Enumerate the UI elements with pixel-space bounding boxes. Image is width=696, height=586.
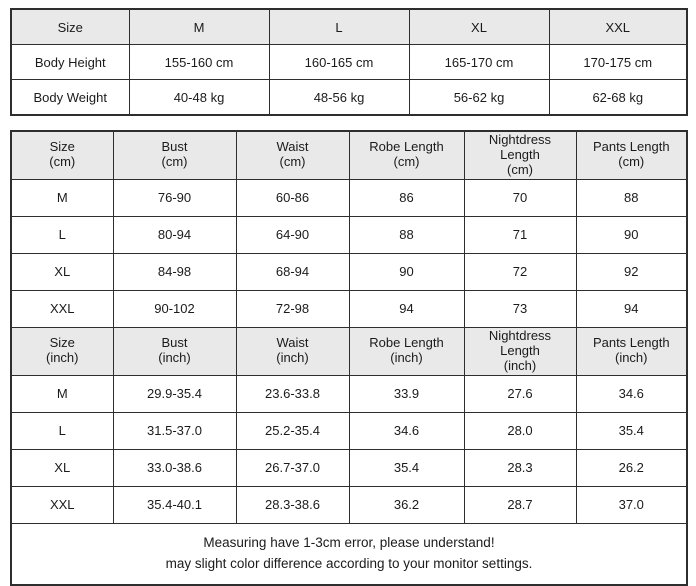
- row-label: M: [10, 374, 114, 413]
- cell: 34.6: [348, 411, 465, 450]
- cell: 36.2: [348, 485, 465, 524]
- column-header-waist-inch: Waist (inch): [235, 326, 350, 376]
- column-header-m: M: [128, 8, 270, 45]
- table-row-l-cm: L 80-94 64-90 88 71 90: [10, 215, 688, 254]
- table-row-m-cm: M 76-90 60-86 86 70 88: [10, 178, 688, 217]
- cell: 68-94: [235, 252, 350, 291]
- cell: 86: [348, 178, 465, 217]
- row-label: XXL: [10, 485, 114, 524]
- cm-header-row: Size (cm) Bust (cm) Waist (cm) Robe Leng…: [10, 130, 688, 180]
- cell: 35.4-40.1: [112, 485, 237, 524]
- cell: 40-48 kg: [128, 79, 270, 116]
- cell: 72-98: [235, 289, 350, 328]
- column-header-size-cm: Size (cm): [10, 130, 114, 180]
- note-row: Measuring have 1-3cm error, please under…: [10, 522, 688, 586]
- cell: 76-90: [112, 178, 237, 217]
- cell: 155-160 cm: [128, 44, 270, 80]
- column-header-xxl: XXL: [548, 8, 688, 45]
- note-line-1: Measuring have 1-3cm error, please under…: [203, 534, 495, 550]
- cell: 88: [575, 178, 688, 217]
- column-header-l: L: [268, 8, 410, 45]
- cell: 28.7: [463, 485, 577, 524]
- cell: 165-170 cm: [408, 44, 550, 80]
- cell: 56-62 kg: [408, 79, 550, 116]
- measuring-note: Measuring have 1-3cm error, please under…: [10, 522, 688, 586]
- cell: 26.2: [575, 448, 688, 487]
- table-row-body-height: Body Height 155-160 cm 160-165 cm 165-17…: [10, 44, 688, 80]
- column-header-bust-cm: Bust (cm): [112, 130, 237, 180]
- cell: 31.5-37.0: [112, 411, 237, 450]
- row-label: Body Height: [10, 44, 130, 80]
- cell: 37.0: [575, 485, 688, 524]
- cell: 26.7-37.0: [235, 448, 350, 487]
- table-row-l-inch: L 31.5-37.0 25.2-35.4 34.6 28.0 35.4: [10, 411, 688, 450]
- table-row-xxl-inch: XXL 35.4-40.1 28.3-38.6 36.2 28.7 37.0: [10, 485, 688, 524]
- cell: 90-102: [112, 289, 237, 328]
- garment-size-table: Size (cm) Bust (cm) Waist (cm) Robe Leng…: [10, 130, 688, 586]
- cell: 94: [575, 289, 688, 328]
- cell: 70: [463, 178, 577, 217]
- cell: 72: [463, 252, 577, 291]
- cell: 48-56 kg: [268, 79, 410, 116]
- column-header-robe-length-cm: Robe Length (cm): [348, 130, 465, 180]
- column-header-bust-inch: Bust (inch): [112, 326, 237, 376]
- cell: 84-98: [112, 252, 237, 291]
- table-row-xl-cm: XL 84-98 68-94 90 72 92: [10, 252, 688, 291]
- column-header-size-inch: Size (inch): [10, 326, 114, 376]
- cell: 80-94: [112, 215, 237, 254]
- cell: 29.9-35.4: [112, 374, 237, 413]
- inch-header-row: Size (inch) Bust (inch) Waist (inch) Rob…: [10, 326, 688, 376]
- row-label: XXL: [10, 289, 114, 328]
- column-header-pants-length-cm: Pants Length (cm): [575, 130, 688, 180]
- cell: 170-175 cm: [548, 44, 688, 80]
- cell: 62-68 kg: [548, 79, 688, 116]
- body-size-header-row: Size M L XL XXL: [10, 8, 688, 45]
- table-row-m-inch: M 29.9-35.4 23.6-33.8 33.9 27.6 34.6: [10, 374, 688, 413]
- row-label: XL: [10, 252, 114, 291]
- column-header-waist-cm: Waist (cm): [235, 130, 350, 180]
- cell: 71: [463, 215, 577, 254]
- cell: 25.2-35.4: [235, 411, 350, 450]
- column-header-robe-length-inch: Robe Length (inch): [348, 326, 465, 376]
- cell: 90: [575, 215, 688, 254]
- cell: 28.0: [463, 411, 577, 450]
- column-header-xl: XL: [408, 8, 550, 45]
- cell: 73: [463, 289, 577, 328]
- row-label: Body Weight: [10, 79, 130, 116]
- cell: 64-90: [235, 215, 350, 254]
- cell: 35.4: [348, 448, 465, 487]
- cell: 88: [348, 215, 465, 254]
- cell: 92: [575, 252, 688, 291]
- row-label: L: [10, 215, 114, 254]
- table-row-xxl-cm: XXL 90-102 72-98 94 73 94: [10, 289, 688, 328]
- cell: 35.4: [575, 411, 688, 450]
- cell: 160-165 cm: [268, 44, 410, 80]
- row-label: L: [10, 411, 114, 450]
- table-row-body-weight: Body Weight 40-48 kg 48-56 kg 56-62 kg 6…: [10, 79, 688, 116]
- cell: 60-86: [235, 178, 350, 217]
- cell: 28.3-38.6: [235, 485, 350, 524]
- column-header-nightdress-length-cm: Nightdress Length (cm): [463, 130, 577, 180]
- row-label: M: [10, 178, 114, 217]
- cell: 90: [348, 252, 465, 291]
- table-row-xl-inch: XL 33.0-38.6 26.7-37.0 35.4 28.3 26.2: [10, 448, 688, 487]
- cell: 27.6: [463, 374, 577, 413]
- column-header-size: Size: [10, 8, 130, 45]
- column-header-nightdress-length-inch: Nightdress Length (inch): [463, 326, 577, 376]
- cell: 23.6-33.8: [235, 374, 350, 413]
- cell: 28.3: [463, 448, 577, 487]
- row-label: XL: [10, 448, 114, 487]
- column-header-pants-length-inch: Pants Length (inch): [575, 326, 688, 376]
- body-size-table: Size M L XL XXL Body Height 155-160 cm 1…: [10, 8, 688, 116]
- cell: 34.6: [575, 374, 688, 413]
- cell: 33.9: [348, 374, 465, 413]
- cell: 33.0-38.6: [112, 448, 237, 487]
- note-line-2: may slight color difference according to…: [165, 555, 533, 571]
- cell: 94: [348, 289, 465, 328]
